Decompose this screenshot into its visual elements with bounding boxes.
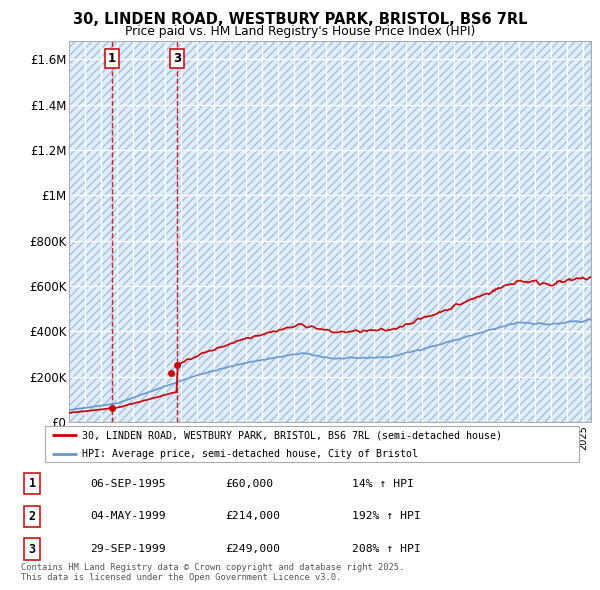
- Text: 14% ↑ HPI: 14% ↑ HPI: [352, 478, 414, 489]
- Text: Price paid vs. HM Land Registry's House Price Index (HPI): Price paid vs. HM Land Registry's House …: [125, 25, 475, 38]
- Text: £60,000: £60,000: [225, 478, 273, 489]
- Text: 3: 3: [173, 52, 181, 65]
- Text: £214,000: £214,000: [225, 512, 280, 522]
- Text: 04-MAY-1999: 04-MAY-1999: [90, 512, 166, 522]
- Text: 30, LINDEN ROAD, WESTBURY PARK, BRISTOL, BS6 7RL: 30, LINDEN ROAD, WESTBURY PARK, BRISTOL,…: [73, 12, 527, 27]
- Text: Contains HM Land Registry data © Crown copyright and database right 2025.
This d: Contains HM Land Registry data © Crown c…: [21, 563, 404, 582]
- Text: 30, LINDEN ROAD, WESTBURY PARK, BRISTOL, BS6 7RL (semi-detached house): 30, LINDEN ROAD, WESTBURY PARK, BRISTOL,…: [83, 430, 503, 440]
- Text: 1: 1: [108, 52, 116, 65]
- Text: 06-SEP-1995: 06-SEP-1995: [90, 478, 166, 489]
- Text: 29-SEP-1999: 29-SEP-1999: [90, 544, 166, 554]
- Text: 208% ↑ HPI: 208% ↑ HPI: [352, 544, 421, 554]
- Text: 3: 3: [29, 543, 36, 556]
- Text: 192% ↑ HPI: 192% ↑ HPI: [352, 512, 421, 522]
- Text: 2: 2: [29, 510, 36, 523]
- Text: 1: 1: [29, 477, 36, 490]
- Text: £249,000: £249,000: [225, 544, 280, 554]
- Text: HPI: Average price, semi-detached house, City of Bristol: HPI: Average price, semi-detached house,…: [83, 448, 419, 458]
- FancyBboxPatch shape: [45, 426, 580, 462]
